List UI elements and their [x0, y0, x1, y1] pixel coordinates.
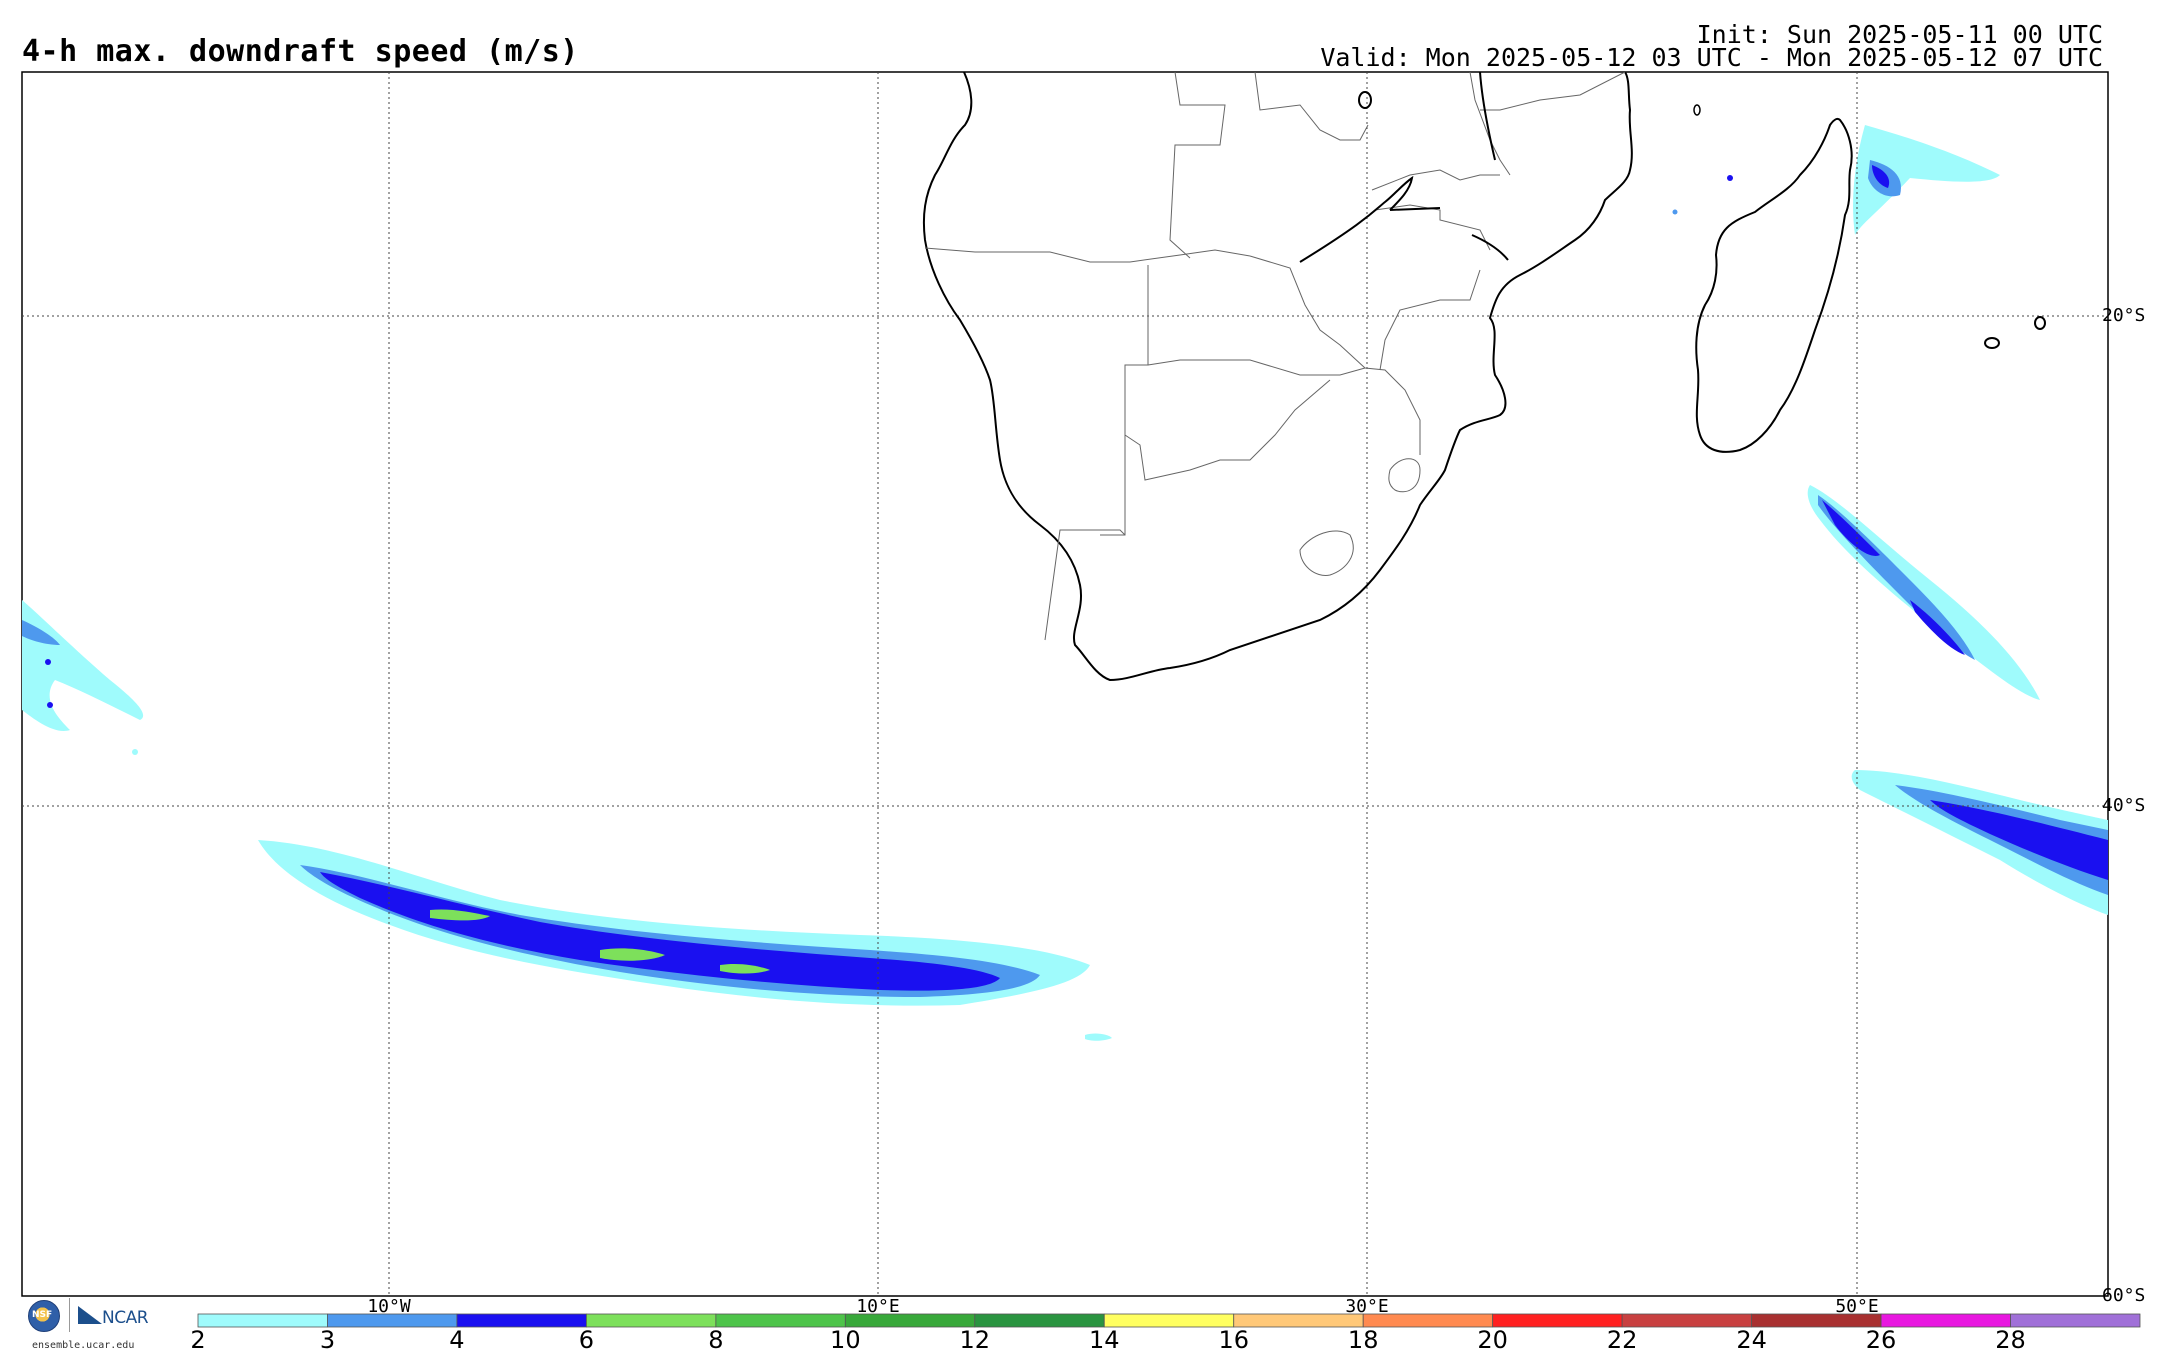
lon-label-30e: 30°E [1345, 1296, 1388, 1317]
lon-label-50e: 50°E [1835, 1296, 1878, 1317]
colorbar-swatch [1492, 1313, 1623, 1328]
lat-label-40s: 40°S [2102, 795, 2145, 816]
ensemble-url: ensemble.ucar.edu [32, 1340, 135, 1351]
madagascar-coastline [1695, 117, 1853, 453]
colorbar: 2 3 4 6 8 10 12 14 16 18 20 22 24 26 28 [190, 1313, 2141, 1354]
colorbar-swatch [1751, 1313, 1882, 1328]
colorbar-swatch [974, 1313, 1105, 1328]
lat-label-60s: 60°S [2102, 1285, 2145, 1306]
valid-time: Valid: Mon 2025-05-12 03 UTC - Mon 2025-… [1320, 43, 2103, 72]
longitude-labels: 10°W 10°E 30°E 50°E [367, 1296, 1878, 1317]
colorbar-swatch [715, 1313, 846, 1328]
colorbar-tick-label: 10 [830, 1326, 861, 1354]
map-frame [21, 71, 2109, 1297]
ncar-nsf-logo: NSF NCAR ensemble.ucar.edu [22, 1298, 162, 1354]
lon-label-10e: 10°E [856, 1296, 899, 1317]
africa-coastline [922, 72, 1633, 682]
ncar-logo-text: NCAR [102, 1308, 149, 1328]
colorbar-swatch [456, 1313, 587, 1328]
colorbar-swatch [844, 1313, 976, 1328]
mauritius-island [2034, 316, 2046, 330]
colorbar-tick-label: 20 [1477, 1326, 1508, 1354]
lat-label-20s: 20°S [2102, 305, 2145, 326]
colorbar-swatch [1233, 1313, 1364, 1328]
logo-divider [69, 1298, 70, 1332]
colorbar-swatch [197, 1313, 328, 1328]
colorbar-swatch [1621, 1313, 1752, 1328]
latitude-labels: 20°S 40°S 60°S [2102, 305, 2145, 1306]
reunion-island [1984, 337, 2000, 349]
lon-label-10w: 10°W [367, 1296, 411, 1317]
colorbar-tick-label: 3 [320, 1326, 335, 1354]
colorbar-tick-label: 18 [1348, 1326, 1379, 1354]
colorbar-tick-label: 8 [708, 1326, 723, 1354]
colorbar-swatch [1103, 1313, 1235, 1328]
colorbar-swatch [1880, 1313, 2011, 1328]
colorbar-tick-label: 28 [1995, 1326, 2026, 1354]
colorbar-tick-label: 6 [579, 1326, 594, 1354]
downdraft-band-atlantic [258, 840, 1112, 1041]
colorbar-tick-label: 2 [190, 1326, 205, 1354]
init-time: Init: Sun 2025-05-11 00 UTC [1696, 20, 2103, 49]
nsf-logo-icon [28, 1300, 60, 1332]
colorbar-swatch [1362, 1313, 1494, 1328]
colorbar-tick-label: 4 [449, 1326, 464, 1354]
ncar-logo-icon [78, 1306, 102, 1324]
colorbar-tick-label: 24 [1736, 1326, 1767, 1354]
downdraft-band-west [22, 600, 144, 755]
colorbar-tick-label: 16 [1218, 1326, 1249, 1354]
colorbar-tick-label: 14 [1089, 1326, 1120, 1354]
colorbar-tick-label: 26 [1866, 1326, 1897, 1354]
colorbar-swatch [2010, 1313, 2141, 1328]
downdraft-band-se-madagascar [1807, 485, 2040, 700]
colorbar-tick-label: 12 [960, 1326, 991, 1354]
downdraft-band-e-madagascar [1672, 125, 2000, 235]
country-borders [924, 72, 1626, 641]
lakes [1299, 72, 1509, 263]
page-title: 4-h max. downdraft speed (m/s) [22, 34, 579, 69]
colorbar-tick-label: 22 [1607, 1326, 1638, 1354]
comoros-island [1693, 104, 1701, 116]
nsf-logo-text: NSF [32, 1310, 53, 1320]
graticule [22, 72, 2108, 1296]
colorbar-swatch [586, 1313, 717, 1328]
colorbar-swatch [327, 1313, 458, 1328]
